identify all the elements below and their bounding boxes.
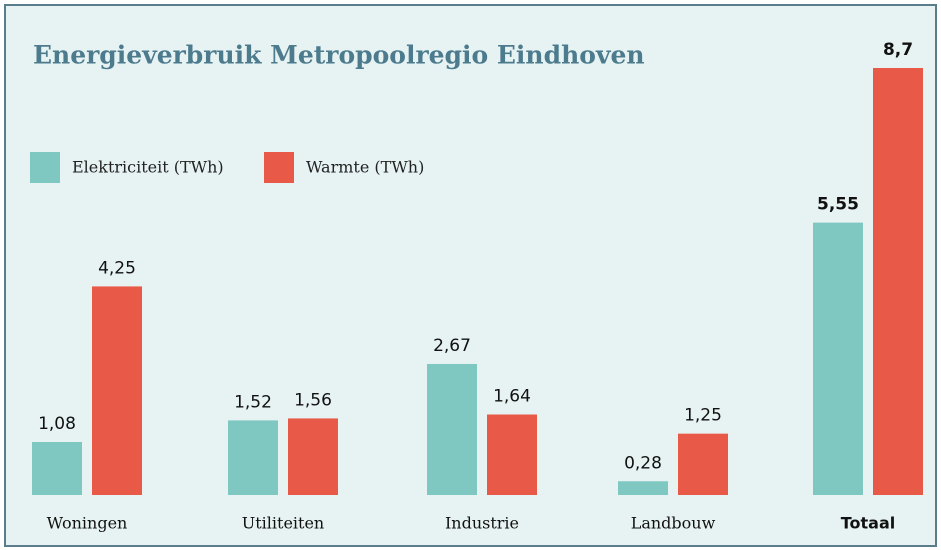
value-label: 1,64 [493, 387, 531, 407]
bar [618, 481, 668, 495]
value-label: 2,67 [433, 336, 471, 356]
legend-label: Elektriciteit (TWh) [72, 158, 224, 177]
chart-title: Energieverbruik Metropoolregio Eindhoven [33, 41, 645, 70]
x-tick-label: Utiliteiten [242, 514, 324, 533]
bar [228, 420, 278, 495]
x-tick-label: Industrie [445, 514, 519, 533]
bar [678, 433, 728, 495]
bar [427, 363, 477, 495]
value-label: 1,08 [38, 414, 76, 434]
legend-label: Warmte (TWh) [306, 158, 424, 177]
bar [32, 441, 82, 495]
x-tick-label: Woningen [47, 514, 128, 533]
value-label: 0,28 [624, 453, 662, 473]
value-label: 1,56 [294, 390, 332, 410]
bar [92, 286, 142, 495]
bar [873, 68, 923, 495]
bar [288, 418, 338, 495]
legend-swatch [30, 152, 60, 183]
x-tick-label: Landbouw [631, 514, 716, 533]
legend-swatch [264, 152, 294, 183]
bar [813, 222, 863, 495]
value-label: 1,52 [234, 392, 272, 412]
value-label: 5,55 [817, 195, 859, 215]
value-label: 8,7 [883, 40, 913, 60]
bar [487, 414, 537, 495]
x-tick-label: Totaal [841, 514, 896, 533]
value-label: 1,25 [684, 406, 722, 426]
value-label: 4,25 [98, 258, 136, 278]
